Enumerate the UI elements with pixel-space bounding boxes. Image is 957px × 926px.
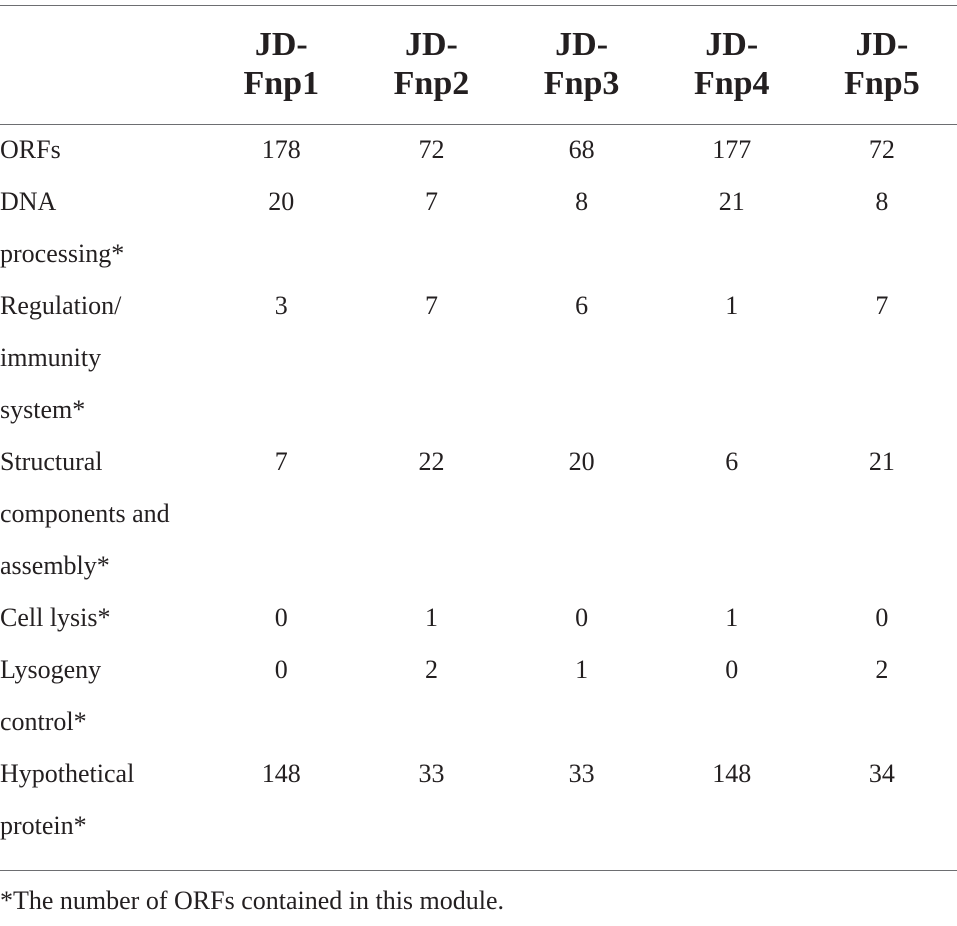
header-rule <box>0 124 957 125</box>
table-cell: 72 <box>418 135 445 164</box>
column-header: JD- Fnp5 <box>844 26 920 102</box>
table-cell: 7 <box>875 291 889 320</box>
table-cell: 148 <box>712 759 752 788</box>
table-body: ORFs 178 72 68 177 72 DNA processing* 20… <box>0 124 957 852</box>
top-rule <box>0 5 957 6</box>
column-header: JD- Fnp1 <box>243 26 320 102</box>
table-header: JD- Fnp1 JD- Fnp2 JD- Fnp3 JD- Fnp4 JD- … <box>0 0 957 124</box>
row-label: Lysogeny control* <box>0 655 102 736</box>
table-row: DNA processing* 20 7 8 21 8 <box>0 176 957 280</box>
table-cell: 0 <box>274 603 288 632</box>
table-cell: 68 <box>568 135 595 164</box>
table-cell: 7 <box>274 447 288 476</box>
row-label: Cell lysis* <box>0 603 111 632</box>
row-label: Regulation/ immunity system* <box>0 291 122 424</box>
table-cell: 0 <box>725 655 739 684</box>
table-cell: 33 <box>418 759 445 788</box>
table-row: ORFs 178 72 68 177 72 <box>0 124 957 176</box>
table-cell: 177 <box>712 135 752 164</box>
table-cell: 1 <box>725 291 739 320</box>
table-cell: 8 <box>875 187 889 216</box>
bottom-rule <box>0 870 957 871</box>
table-cell: 0 <box>274 655 288 684</box>
table-cell: 1 <box>575 655 589 684</box>
table-cell: 7 <box>424 187 438 216</box>
table-cell: 2 <box>424 655 438 684</box>
row-label: DNA processing* <box>0 187 125 268</box>
row-label: Structural components and assembly* <box>0 447 170 580</box>
column-header: JD- Fnp4 <box>693 26 770 102</box>
table-row: Structural components and assembly* 7 22… <box>0 436 957 592</box>
row-label: Hypothetical protein* <box>0 759 135 840</box>
table-cell: 72 <box>868 135 895 164</box>
table-cell: 6 <box>725 447 739 476</box>
table-cell: 22 <box>418 447 445 476</box>
table-cell: 3 <box>274 291 288 320</box>
header-row: JD- Fnp1 JD- Fnp2 JD- Fnp3 JD- Fnp4 JD- … <box>0 0 957 124</box>
header-cell-empty <box>0 0 206 124</box>
table-cell: 2 <box>875 655 889 684</box>
table-row: Regulation/ immunity system* 3 7 6 1 7 <box>0 280 957 436</box>
table-cell: 6 <box>575 291 589 320</box>
table-cell: 21 <box>718 187 745 216</box>
table-cell: 20 <box>268 187 295 216</box>
table-cell: 7 <box>424 291 438 320</box>
table-footnote: *The number of ORFs contained in this mo… <box>0 886 505 915</box>
table-cell: 1 <box>424 603 438 632</box>
table-row: Lysogeny control* 0 2 1 0 2 <box>0 644 957 748</box>
table-row: Cell lysis* 0 1 0 1 0 <box>0 592 957 644</box>
table-cell: 1 <box>725 603 739 632</box>
column-header: JD- Fnp2 <box>393 26 470 102</box>
column-header: JD- Fnp3 <box>543 26 620 102</box>
table-cell: 33 <box>568 759 595 788</box>
phage-orf-table: JD- Fnp1 JD- Fnp2 JD- Fnp3 JD- Fnp4 JD- … <box>0 0 957 852</box>
row-label: ORFs <box>0 135 61 164</box>
table-cell: 0 <box>575 603 589 632</box>
table-cell: 148 <box>261 759 301 788</box>
table-cell: 178 <box>261 135 301 164</box>
table-cell: 34 <box>868 759 895 788</box>
table-cell: 0 <box>875 603 889 632</box>
table-row: Hypothetical protein* 148 33 33 148 34 <box>0 748 957 852</box>
table-cell: 21 <box>868 447 895 476</box>
table-cell: 8 <box>575 187 589 216</box>
table-cell: 20 <box>568 447 595 476</box>
